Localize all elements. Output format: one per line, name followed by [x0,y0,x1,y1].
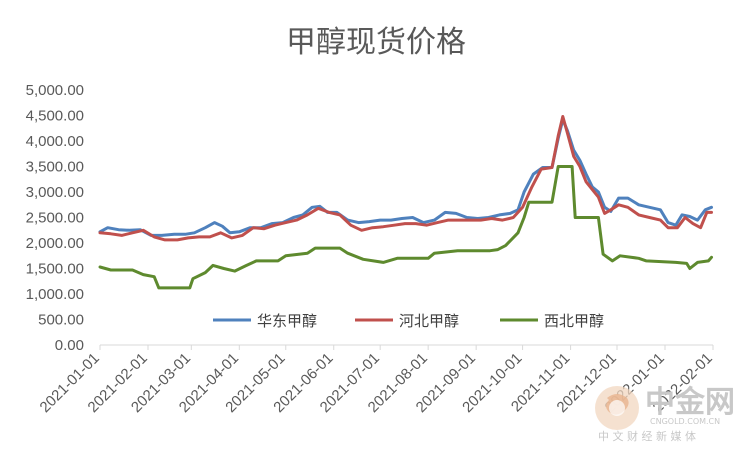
y-tick-label: 3,000.00 [26,184,84,201]
watermark-domain: CNGOLD.COM.CN [650,417,720,426]
watermark-logo-icon [595,386,639,430]
y-tick-label: 2,000.00 [26,235,84,252]
series-line-2 [98,115,713,242]
watermark-slogan: 中 文 财 经 新 媒 体 [598,429,696,443]
y-axis: 0.00 500.00 1,000.00 1,500.00 2,000.00 2,500.… [26,82,84,354]
legend: 华东甲醇 河北甲醇 西北甲醇 [213,312,604,330]
chart-title: 甲醇现货价格 [286,25,466,60]
y-tick-label: 0.00 [55,337,84,354]
legend-label-3: 西北甲醇 [544,312,604,330]
y-tick-label: 5,000.00 [26,82,84,99]
watermark-brand: 中金网 [645,385,735,420]
series-line-3 [98,165,713,290]
legend-label-2: 河北甲醇 [399,312,459,330]
y-tick-label: 500.00 [38,312,84,329]
y-tick-label: 1,000.00 [26,286,84,303]
y-tick-label: 2,500.00 [26,210,84,227]
series-layer [98,115,713,290]
y-tick-label: 4,000.00 [26,133,84,150]
y-tick-label: 1,500.00 [26,261,84,278]
legend-label-1: 华东甲醇 [257,312,317,330]
watermark: 中金网 CNGOLD.COM.CN 中 文 财 经 新 媒 体 [595,385,735,443]
y-tick-label: 4,500.00 [26,108,84,125]
series-line-1 [98,118,713,237]
y-tick-label: 3,500.00 [26,159,84,176]
